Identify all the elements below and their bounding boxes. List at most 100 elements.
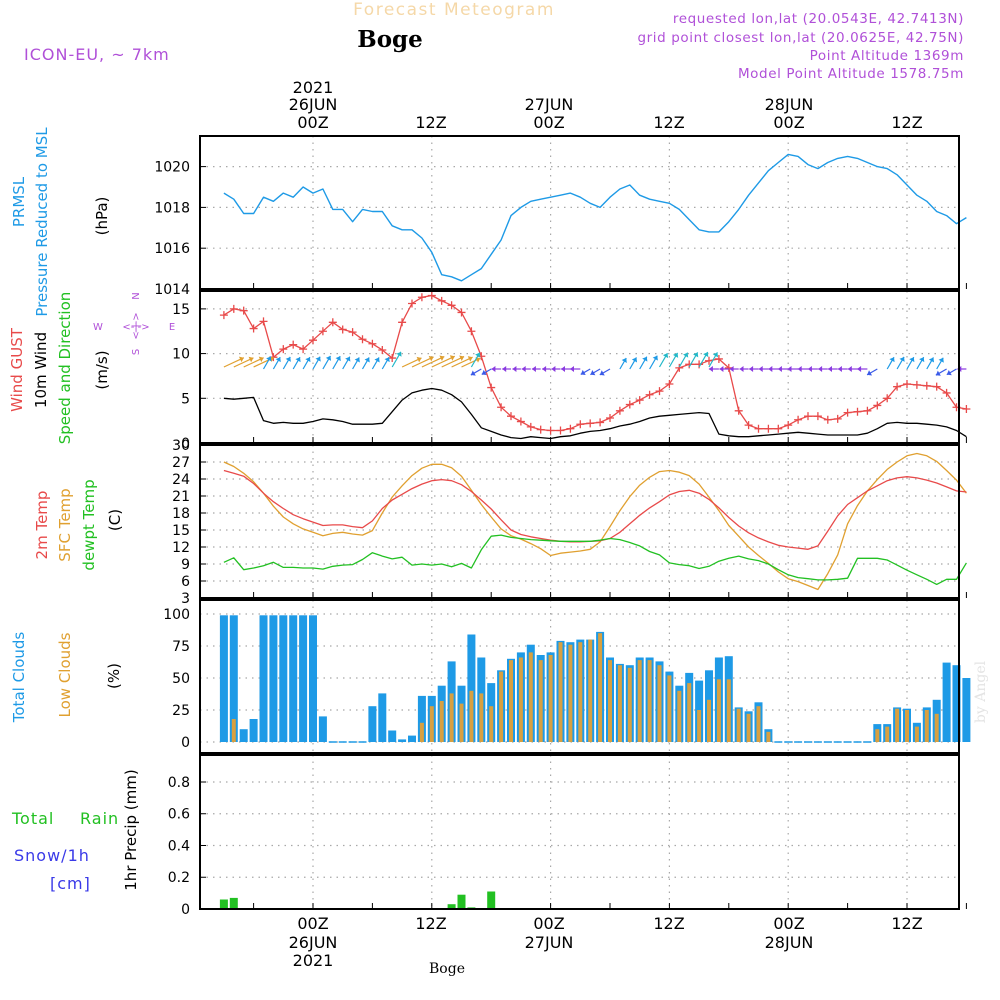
pressure-ytick-label-4: 1020 — [154, 160, 190, 176]
wind-arrow-head — [295, 357, 301, 363]
wind-arrow-head — [938, 357, 944, 363]
wind-arrow-head — [787, 366, 792, 372]
temp-unit-label: (C) — [106, 509, 124, 531]
gust-marker — [734, 406, 743, 415]
wind-arrow-head — [345, 356, 351, 362]
wind-arrow-head — [561, 366, 565, 372]
gust-marker — [794, 415, 803, 424]
precip-rain-label: Rain — [80, 809, 119, 828]
low-cloud-bar — [667, 675, 672, 742]
total-cloud-bar — [368, 706, 377, 742]
wind-direction-arrow — [619, 357, 627, 370]
gust-marker — [368, 339, 377, 348]
station-title: Boge — [357, 26, 423, 53]
gust-marker — [635, 396, 644, 405]
wind-direction-arrow — [857, 366, 868, 372]
meteogram-title: Forecast Meteogram — [353, 0, 555, 20]
gust-marker — [596, 418, 605, 427]
gust-marker — [259, 317, 268, 326]
wind-arrow-head — [325, 355, 332, 361]
gust-marker — [348, 328, 357, 337]
total-cloud-bar — [417, 695, 426, 742]
gust-marker — [279, 345, 288, 354]
low-cloud-bar — [489, 706, 494, 742]
wind-unit-label: (m/s) — [93, 350, 111, 389]
wind-direction-arrow — [531, 366, 541, 372]
wind-direction-arrow — [342, 356, 351, 370]
total-cloud-bar — [942, 662, 951, 742]
wind-direction-arrow — [708, 352, 719, 368]
wind-arrow-head — [712, 352, 719, 358]
wind-direction-arrow — [906, 356, 915, 370]
low-cloud-bar — [449, 693, 454, 742]
wind-direction-arrow — [926, 357, 935, 370]
low-cloud-bar — [924, 710, 929, 742]
wind-direction-arrow — [668, 352, 679, 368]
wind-arrow-head — [807, 366, 812, 372]
low-cloud-bar — [568, 644, 573, 742]
gust-marker — [784, 421, 793, 430]
wind-arrow-head — [909, 357, 915, 363]
wind-direction-arrow — [758, 366, 769, 372]
gust-marker — [714, 354, 723, 363]
bottom-date-label-3: 28JUN — [765, 933, 814, 952]
gust-marker — [447, 301, 456, 310]
compass-south: S — [131, 349, 142, 355]
low-cloud-bar — [677, 690, 682, 742]
gust-marker — [219, 311, 228, 320]
wind-arrow-head — [828, 366, 832, 372]
gust-marker — [843, 408, 852, 417]
temp-ytick-label-6: 18 — [172, 506, 190, 522]
gust-marker — [833, 414, 842, 423]
wind-direction-arrow — [302, 356, 311, 370]
wind-ytick-label-3: 10 — [172, 347, 190, 363]
top-hour-label-2: 12Z — [415, 113, 446, 132]
compass-north: N — [131, 292, 142, 299]
temp-ytick-label-8: 24 — [172, 472, 190, 488]
wind-direction-arrow — [658, 352, 669, 368]
total-cloud-bar — [309, 615, 317, 742]
precip-ytick-label-3: 0.4 — [168, 838, 190, 854]
prmsl-label: PRMSL — [10, 176, 28, 227]
precip-snow-unit-label: [cm] — [50, 874, 91, 893]
wind-arrow-head — [703, 352, 709, 358]
low-cloud-bar — [578, 642, 583, 742]
wind-direction-arrow — [708, 366, 719, 372]
wind-direction-arrow — [946, 368, 957, 376]
low-cloud-bar — [509, 660, 513, 742]
wind-direction-arrow — [243, 356, 264, 368]
wind-direction-arrow — [828, 366, 838, 372]
gust-marker — [299, 345, 308, 354]
wind-arrow-head — [542, 366, 547, 372]
wind-direction-arrow — [590, 368, 601, 376]
rain-bar — [487, 891, 496, 909]
low-cloud-bar — [627, 667, 632, 742]
wind-arrow-head — [642, 356, 648, 362]
top-hour-label-3: 00Z — [533, 113, 564, 132]
gust-marker — [408, 299, 416, 308]
wind-arrow-head — [919, 357, 925, 363]
temp-ytick-label-3: 9 — [181, 557, 190, 573]
precip-ytick-label-5: 0.8 — [168, 775, 190, 791]
wind-direction-arrow — [431, 355, 455, 368]
low-clouds-label: Low Clouds — [56, 632, 74, 717]
rain-bar — [219, 899, 228, 909]
low-cloud-bar — [885, 726, 890, 742]
low-cloud-bar — [905, 710, 909, 742]
low-cloud-bar — [895, 708, 900, 742]
wind-direction-arrow — [837, 366, 848, 372]
wind-direction-arrow — [777, 366, 789, 372]
wind-arrow-head — [502, 366, 507, 372]
gust-marker — [586, 419, 595, 428]
wind-arrow-head — [416, 356, 422, 363]
clouds-panel: 0 25 50 75 100 — [163, 599, 971, 754]
gust-marker — [467, 327, 476, 336]
low-cloud-bar — [231, 719, 236, 742]
gust-marker — [744, 421, 753, 430]
gust-marker — [249, 324, 258, 333]
model-point-altitude: Model Point Altitude 1578.75m — [738, 66, 964, 82]
wind-direction-arrow — [698, 351, 709, 368]
wind-arrow-head — [693, 352, 699, 358]
wind-direction-arrow — [381, 356, 390, 370]
